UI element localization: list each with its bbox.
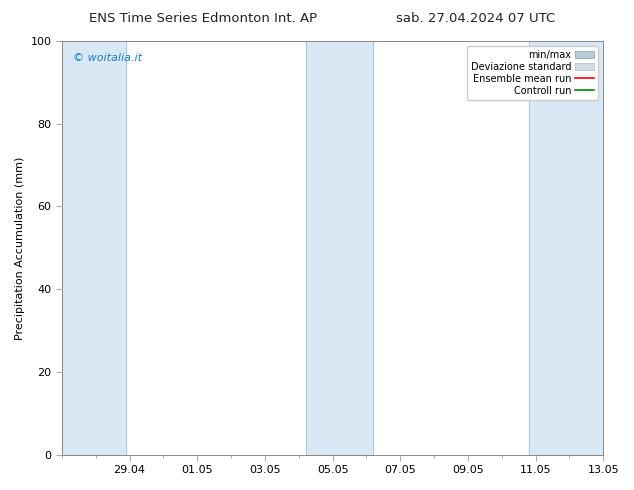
Y-axis label: Precipitation Accumulation (mm): Precipitation Accumulation (mm) <box>15 156 25 340</box>
Bar <box>529 41 603 455</box>
Text: sab. 27.04.2024 07 UTC: sab. 27.04.2024 07 UTC <box>396 12 555 25</box>
Bar <box>306 41 373 455</box>
Text: ENS Time Series Edmonton Int. AP: ENS Time Series Edmonton Int. AP <box>89 12 317 25</box>
Text: © woitalia.it: © woitalia.it <box>73 53 142 64</box>
Bar <box>62 41 126 455</box>
Legend: min/max, Deviazione standard, Ensemble mean run, Controll run: min/max, Deviazione standard, Ensemble m… <box>467 46 598 99</box>
